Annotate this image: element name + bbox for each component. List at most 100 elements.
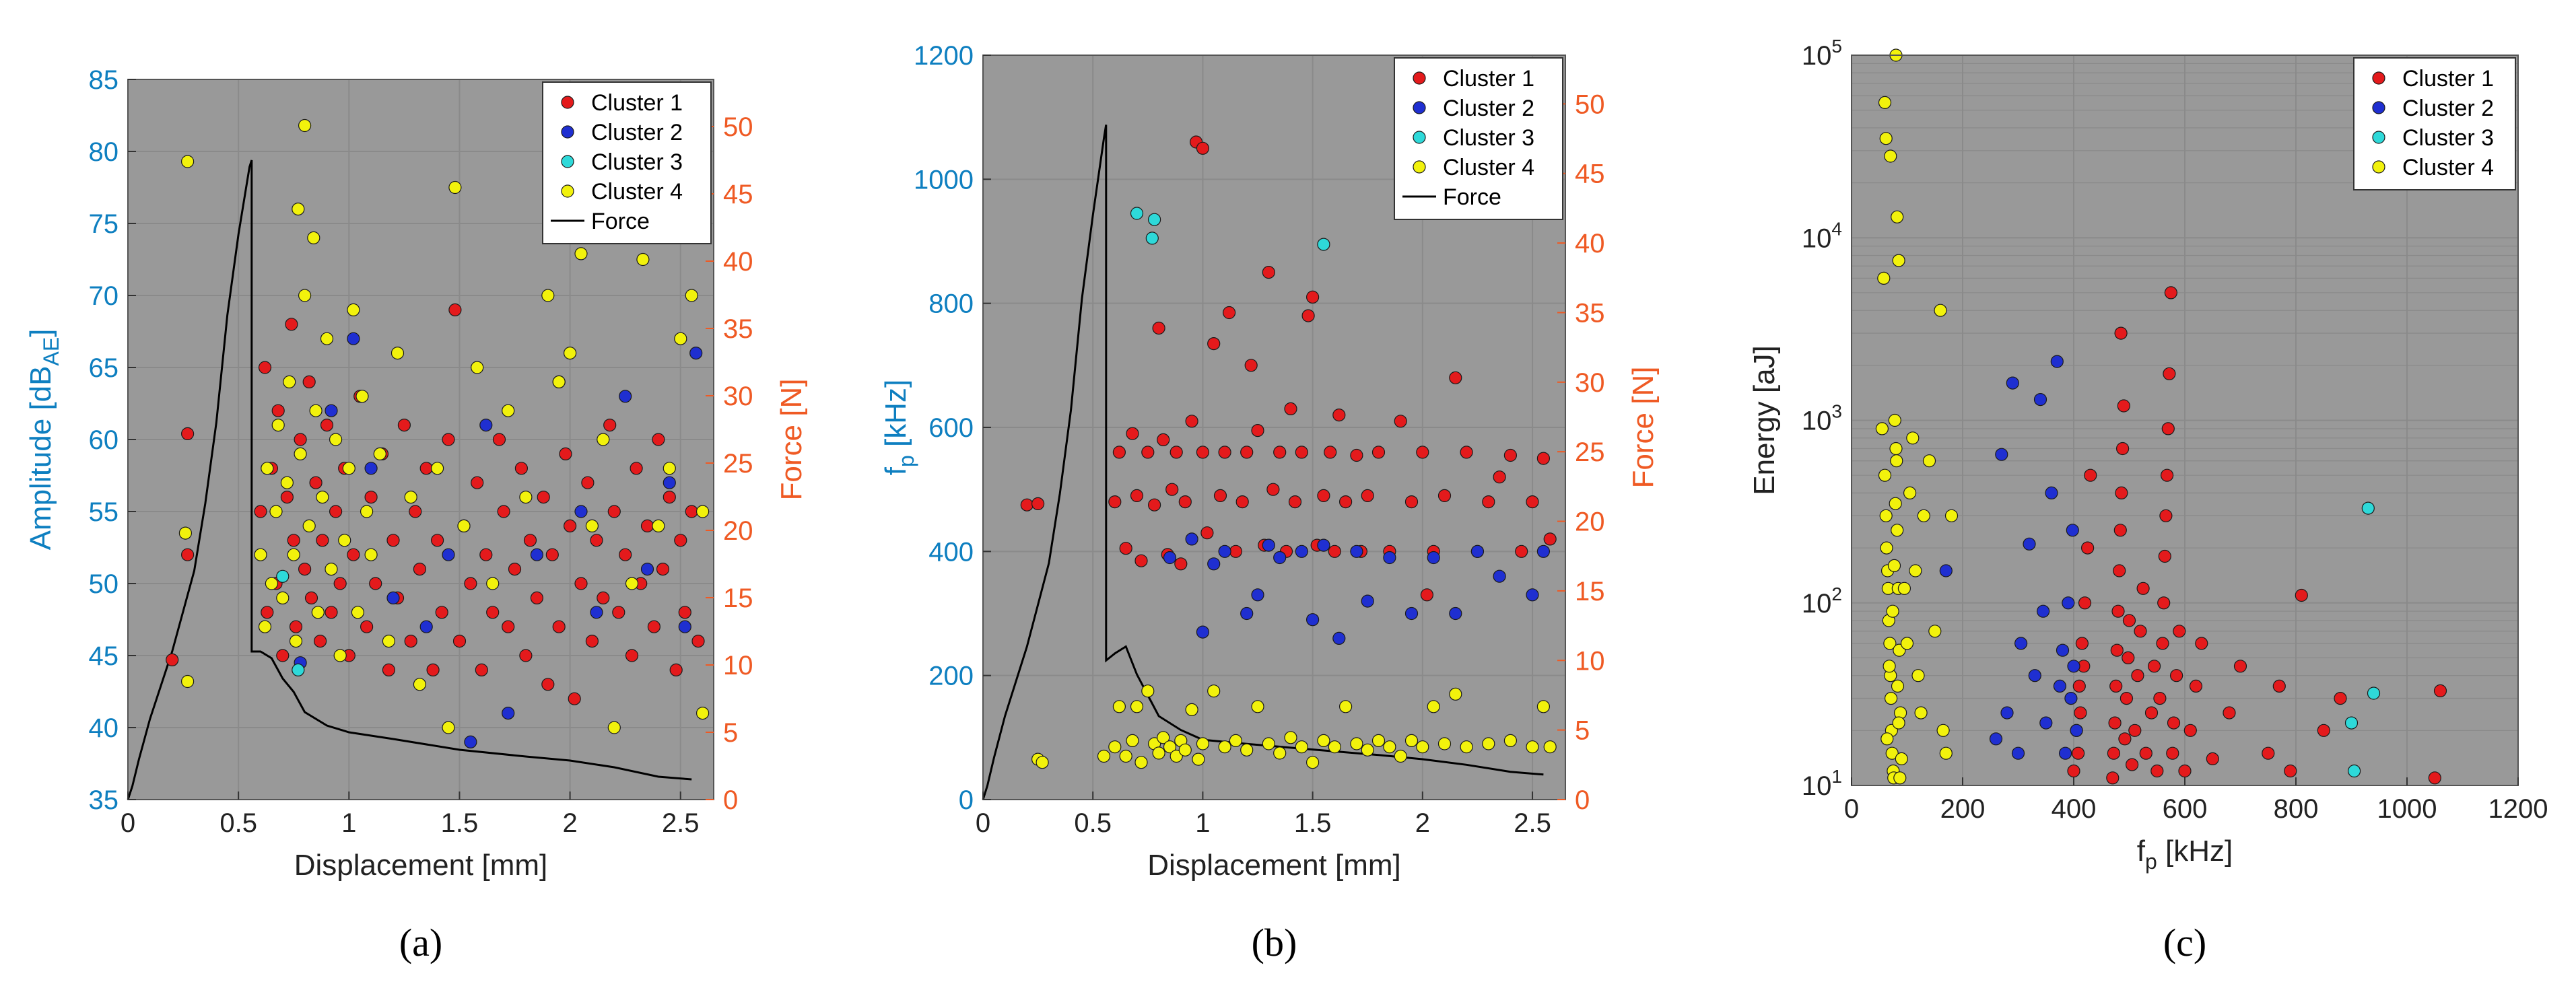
data-point	[1543, 532, 1557, 546]
data-point	[1306, 613, 1320, 627]
y-tick-label: 45	[89, 641, 119, 671]
data-point	[1914, 706, 1928, 719]
data-point	[1273, 551, 1287, 565]
data-point	[2059, 746, 2072, 760]
data-point	[1338, 495, 1353, 509]
legend-label: Cluster 4	[2402, 155, 2494, 180]
data-point	[1361, 489, 1374, 503]
data-point	[404, 490, 417, 504]
label-subscript: AE	[39, 337, 63, 366]
tick-exponent: 2	[1831, 584, 1842, 604]
data-point	[2107, 746, 2120, 760]
data-point	[2120, 691, 2133, 705]
legend-label: Cluster 3	[591, 149, 683, 175]
data-point	[355, 390, 369, 403]
data-point	[1891, 679, 1905, 693]
data-point	[2163, 367, 2176, 380]
data-point	[1883, 660, 1896, 673]
data-point	[1880, 732, 1894, 746]
data-point	[1460, 740, 1473, 754]
data-point	[2131, 669, 2144, 682]
data-point	[1130, 207, 1144, 220]
x-tick-label: 1	[1195, 808, 1210, 838]
data-point	[2262, 746, 2275, 760]
data-point	[652, 433, 665, 446]
panel-label: (b)	[1252, 921, 1297, 964]
data-point	[1306, 290, 1320, 304]
data-point	[2075, 637, 2089, 650]
data-point	[1170, 446, 1183, 459]
data-point	[1332, 631, 1346, 645]
data-point	[1196, 446, 1210, 459]
data-point	[1404, 606, 1419, 621]
y2-axis-label: Force [N]	[1627, 367, 1660, 489]
y2-tick-label: 10	[1575, 646, 1605, 676]
y-tick-label: 200	[928, 662, 974, 691]
legend: Cluster 1 Cluster 2 Cluster 3 Cluster 4 Forc…	[1394, 57, 1563, 220]
x-axis-label: fp [kHz]	[2137, 835, 2233, 874]
data-point	[314, 634, 327, 648]
data-point	[325, 606, 338, 619]
data-point	[1174, 557, 1188, 571]
y2-tick-label: 35	[723, 314, 753, 344]
series-cluster-3	[2344, 501, 2381, 778]
data-point	[1897, 582, 1911, 595]
series-cluster-4	[1031, 684, 1557, 769]
data-point	[2037, 604, 2050, 618]
data-point	[1251, 423, 1264, 437]
data-point	[541, 678, 555, 691]
y2-tick-label: 35	[1575, 298, 1605, 328]
data-point	[1262, 266, 1275, 279]
data-point	[364, 490, 378, 504]
data-point	[1888, 413, 1901, 427]
data-point	[678, 620, 691, 633]
data-point	[678, 606, 691, 619]
x-tick-label: 0.5	[219, 808, 257, 838]
data-point	[1493, 470, 1506, 484]
data-point	[413, 678, 427, 691]
legend-marker-icon	[2372, 131, 2385, 144]
y2-tick-label: 5	[723, 718, 738, 748]
series-cluster-1	[1020, 135, 1557, 602]
legend-marker-icon	[1413, 71, 1426, 85]
data-point	[1889, 497, 1902, 510]
data-point	[1295, 740, 1308, 754]
data-point	[1126, 427, 1139, 440]
y-tick-label: 600	[928, 413, 974, 443]
data-point	[1288, 495, 1302, 509]
data-point	[1218, 446, 1231, 459]
data-point	[1892, 254, 1905, 267]
y2-tick-label: 25	[723, 449, 753, 479]
data-point	[1526, 495, 1539, 509]
data-point	[1917, 509, 1930, 522]
y-tick-label: 103	[1802, 401, 1842, 436]
data-point	[663, 476, 676, 489]
data-point	[285, 318, 298, 331]
data-point	[1178, 743, 1192, 757]
data-point	[581, 476, 595, 489]
x-tick-label: 0	[976, 808, 990, 838]
data-point	[2115, 486, 2128, 500]
data-point	[625, 649, 639, 662]
series-cluster-3	[1130, 207, 1330, 251]
y-tick-label: 101	[1802, 766, 1842, 801]
legend-label: Cluster 1	[591, 90, 683, 116]
data-point	[2128, 724, 2142, 737]
data-point	[2348, 764, 2361, 778]
data-point	[541, 289, 555, 302]
data-point	[1371, 446, 1386, 459]
data-point	[2167, 716, 2181, 730]
data-point	[545, 548, 559, 561]
data-point	[1165, 483, 1179, 496]
data-point	[1878, 96, 1892, 109]
series-cluster-3	[276, 569, 305, 677]
data-point	[574, 505, 588, 518]
data-point	[1218, 740, 1231, 754]
data-point	[1229, 544, 1243, 558]
data-point	[178, 526, 192, 540]
data-point	[1906, 431, 1920, 445]
y2-tick-label: 40	[723, 247, 753, 277]
x-tick-label: 0	[1844, 794, 1859, 824]
legend-label: Cluster 1	[1443, 66, 1534, 92]
